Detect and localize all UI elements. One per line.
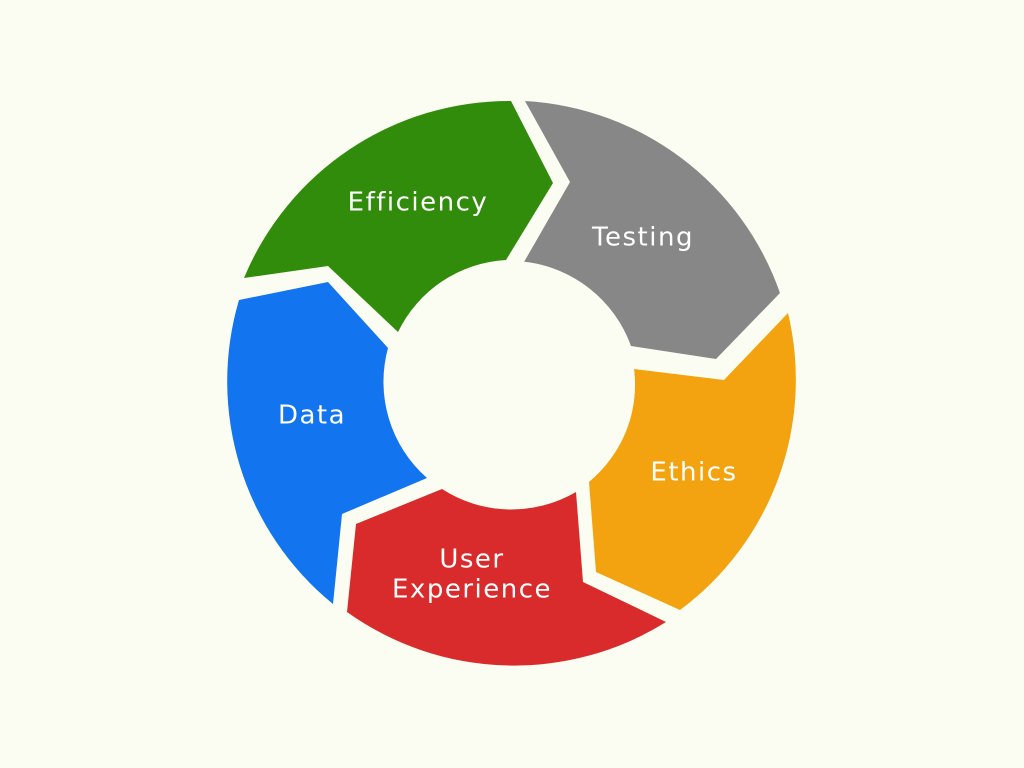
- segment-testing-label: Testing: [591, 223, 694, 253]
- segment-ethics-label: Ethics: [650, 458, 737, 488]
- segment-data-label: Data: [278, 401, 346, 431]
- segment-user-experience-label-line1: User: [439, 545, 504, 575]
- segment-efficiency: Efficiency: [244, 100, 553, 332]
- segment-ethics-shape: [589, 313, 796, 610]
- segment-efficiency-label: Efficiency: [348, 188, 489, 218]
- segment-user-experience: User Experience: [347, 489, 666, 666]
- center-hole: [387, 261, 635, 509]
- segment-ethics: Ethics: [589, 313, 796, 610]
- segment-data-shape: [227, 282, 427, 604]
- segment-testing: Testing: [524, 101, 780, 359]
- segment-efficiency-shape: [244, 100, 553, 332]
- segment-user-experience-shape: [347, 489, 666, 666]
- segment-testing-shape: [524, 101, 780, 359]
- segment-data: Data: [227, 282, 427, 604]
- segment-user-experience-label-line2: Experience: [392, 575, 552, 605]
